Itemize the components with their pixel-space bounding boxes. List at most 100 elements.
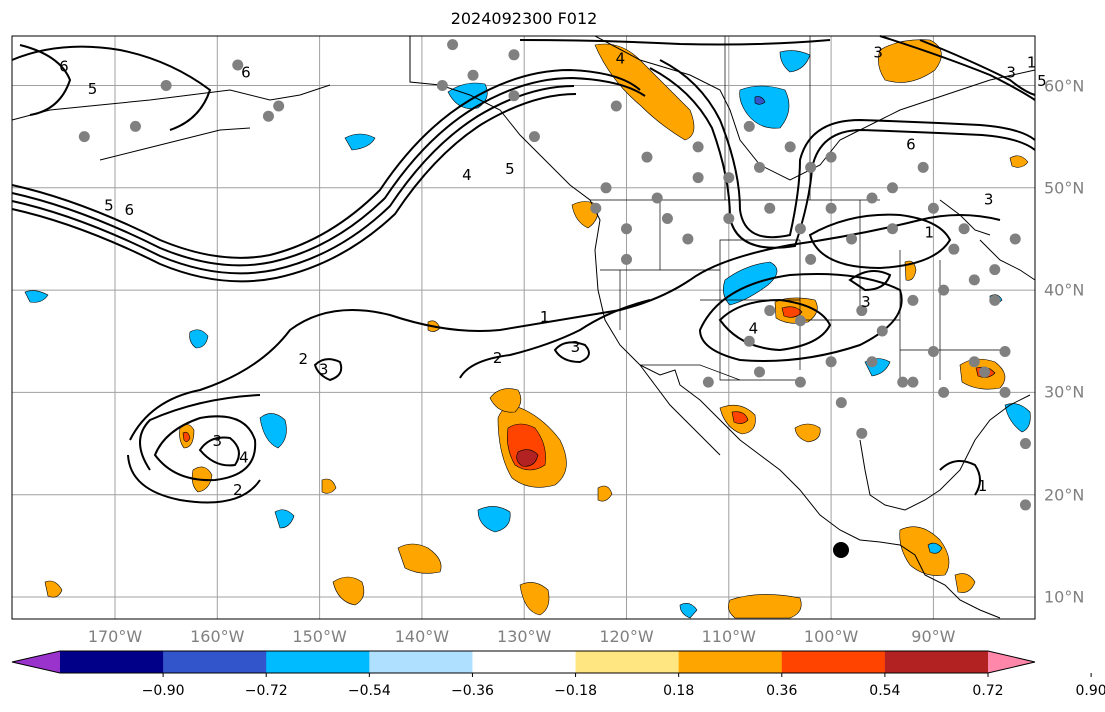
longitude-label: 90°W (911, 627, 956, 646)
station-dot (907, 294, 919, 306)
station-dot (723, 172, 735, 184)
colorbar-cell (266, 651, 370, 673)
colorbar-tick-label: 0.90 (1075, 683, 1105, 699)
positive-anomaly-patch (489, 388, 522, 413)
station-dot (508, 90, 520, 102)
station-dot (989, 264, 1001, 276)
contour-value-label: 3 (873, 43, 883, 61)
station-dot (764, 202, 776, 214)
station-dot (825, 356, 837, 368)
station-dot (846, 233, 858, 245)
contour-value-label: 3 (319, 360, 329, 378)
station-dot (78, 131, 90, 143)
station-dot (886, 223, 898, 235)
latitude-label: 40°N (1044, 280, 1085, 300)
colorbar-tick-label: −0.36 (450, 683, 494, 699)
station-dot (927, 345, 939, 357)
station-dot (528, 131, 540, 143)
station-dot (621, 223, 632, 235)
positive-anomaly-patch (519, 582, 550, 616)
station-dot (232, 59, 244, 71)
station-dot (835, 397, 847, 409)
colorbar-tick-label: −0.54 (347, 683, 391, 699)
contour-lines (11, 35, 1036, 504)
longitude-label: 100°W (803, 627, 859, 646)
contour-value-label: 4 (749, 319, 759, 337)
longitude-label: 110°W (701, 627, 756, 646)
contour-value-label: 6 (125, 201, 135, 219)
station-dot (999, 386, 1011, 398)
positive-anomaly-patch (781, 306, 803, 318)
positive-anomaly-patch (954, 573, 976, 593)
longitude-label: 120°W (599, 627, 654, 646)
station-dot (968, 356, 980, 368)
contour-value-label: 1 (925, 223, 935, 241)
contour-value-label: 5 (1037, 72, 1047, 90)
colorbar-tick-label: 0.72 (972, 683, 1004, 699)
contour-value-label: 6 (241, 64, 251, 82)
station-dot (621, 253, 632, 265)
negative-anomaly-patch (739, 85, 790, 129)
negative-anomaly-patch (189, 329, 209, 349)
contour-value-label: 2 (493, 349, 503, 367)
station-dot (661, 212, 673, 224)
station-dot (948, 243, 960, 255)
colorbar-extend-min (12, 651, 60, 673)
anomaly-shading (24, 39, 1031, 619)
positive-anomaly-patch (794, 423, 821, 443)
station-dot (743, 335, 755, 347)
station-dot (989, 294, 1001, 306)
station-dot (999, 345, 1011, 357)
station-markers (78, 39, 1031, 511)
station-dot (784, 141, 796, 153)
contour-value-label: 5 (505, 160, 515, 178)
station-dot (129, 120, 141, 132)
contour-value-label: 3 (984, 191, 994, 209)
negative-anomaly-patch (754, 96, 766, 105)
station-dot (753, 366, 765, 378)
coastlines (11, 35, 1036, 619)
negative-anomaly-patch (24, 290, 49, 303)
station-dot (927, 202, 939, 214)
negative-anomaly-patch (679, 603, 698, 619)
longitude-label: 170°W (87, 627, 143, 646)
station-dot (273, 100, 285, 112)
contour-value-label: 3 (571, 338, 581, 356)
positive-anomaly-patch (597, 485, 613, 502)
contour-value-label: 2 (298, 350, 308, 368)
longitude-label: 130°W (497, 627, 552, 646)
station-dot (968, 274, 980, 286)
station-dot (825, 202, 837, 214)
negative-anomaly-patch (259, 413, 287, 449)
station-dot (979, 366, 991, 378)
station-dot (1019, 438, 1031, 450)
station-dot (907, 376, 919, 388)
station-dot (825, 151, 837, 163)
contour-value-label: 5 (104, 197, 114, 215)
station-dot (856, 427, 868, 439)
contour-value-label: 4 (616, 49, 626, 67)
station-dot (641, 151, 653, 163)
station-dot (938, 386, 950, 398)
station-dot (610, 100, 622, 112)
station-dot (682, 233, 694, 245)
positive-anomaly-patch (731, 411, 749, 424)
station-dot (794, 376, 806, 388)
station-dot (651, 192, 663, 204)
positive-anomaly-patch (516, 449, 539, 467)
station-dot (794, 223, 806, 235)
colorbar-tick-label: 0.54 (869, 683, 901, 699)
station-dot (856, 305, 868, 317)
tropical-center-marker (833, 542, 849, 558)
longitude-label: 140°W (394, 627, 450, 646)
colorbar-cell (678, 651, 783, 673)
station-dot (723, 212, 735, 224)
positive-anomaly-patch (1009, 155, 1029, 168)
contour-value-label: 4 (462, 166, 472, 184)
station-dot (600, 182, 612, 194)
positive-anomaly-patch (182, 431, 191, 442)
negative-anomaly-patch (477, 506, 511, 533)
latitude-label: 20°N (1044, 485, 1085, 505)
